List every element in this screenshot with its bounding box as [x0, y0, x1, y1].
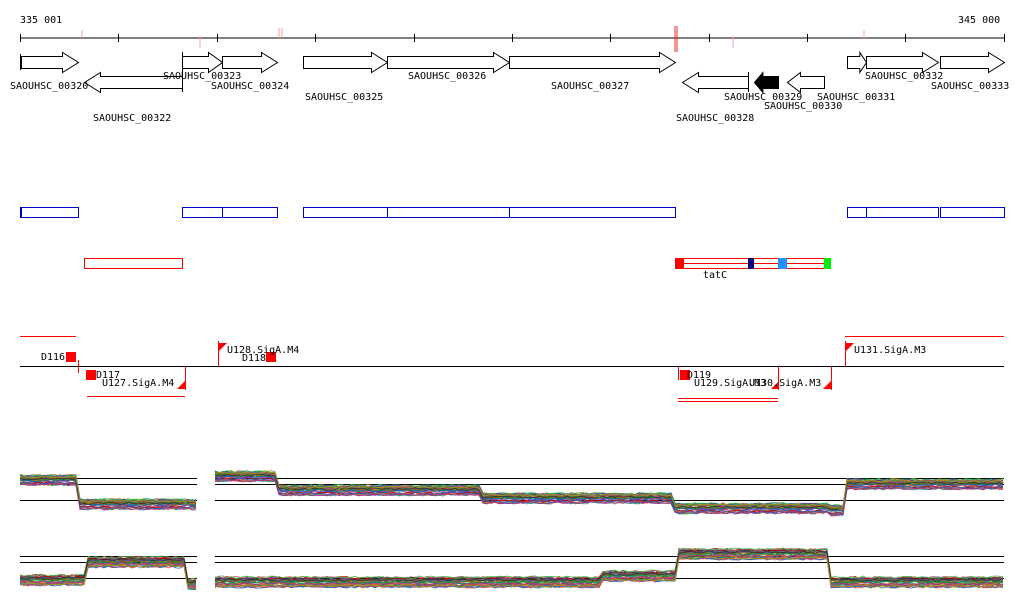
marker-d119[interactable] — [680, 370, 690, 380]
profile-line — [214, 472, 1004, 510]
profile-line — [19, 477, 197, 505]
profile-line — [19, 481, 197, 510]
gene-arrow-00328[interactable] — [681, 71, 749, 94]
feature-label-tatc[interactable]: tatC — [703, 270, 728, 281]
expression-profile-bottom — [19, 547, 1004, 591]
gene-label-00323[interactable]: SAOUHSC_00323 — [163, 71, 242, 82]
ruler-ticks — [20, 34, 1005, 42]
region-label-u127[interactable]: U127.SigA.M4 — [102, 378, 175, 389]
gene-arrow-00333[interactable] — [940, 51, 1006, 74]
promoter-u129[interactable] — [823, 381, 831, 389]
marker-d116[interactable] — [66, 352, 76, 362]
profile-line — [214, 479, 1003, 517]
tatc-domain-light-blue — [778, 258, 787, 269]
feature-box-left[interactable] — [84, 258, 183, 269]
gene-arrow-00323[interactable] — [182, 51, 224, 74]
feature-track — [84, 258, 831, 269]
region-label-u128[interactable]: U128.SigA.M4 — [227, 345, 300, 356]
operon-box[interactable] — [182, 207, 278, 218]
tatc-domain-red — [675, 258, 684, 269]
gene-arrow-00327[interactable] — [509, 51, 677, 74]
region-label-d117[interactable]: D117 — [96, 370, 121, 381]
operon-box[interactable] — [20, 207, 79, 218]
marker-d118[interactable] — [266, 352, 276, 362]
gene-label-00332[interactable]: SAOUHSC_00332 — [865, 71, 944, 82]
gene-arrow-00322[interactable] — [83, 71, 183, 94]
profile-line — [214, 556, 1004, 588]
profile-line — [214, 554, 1004, 586]
region-label-u130[interactable]: U130.SigA.M3 — [749, 378, 822, 389]
promoter-u130[interactable] — [771, 382, 778, 389]
gene-label-00333[interactable]: SAOUHSC_00333 — [931, 81, 1010, 92]
profile-line — [214, 547, 1004, 579]
gene-arrow-00325[interactable] — [303, 51, 389, 74]
gene-label-00322[interactable]: SAOUHSC_00322 — [93, 113, 172, 124]
profile-line — [19, 558, 197, 583]
profile-line — [214, 557, 1004, 589]
gene-label-00325[interactable]: SAOUHSC_00325 — [305, 92, 384, 103]
promoter-u131[interactable] — [846, 343, 854, 351]
profile-line — [20, 564, 197, 589]
ruler-start-label: 335 001 — [20, 15, 63, 26]
region-label-d119[interactable]: D119 — [687, 370, 712, 381]
gene-label-00330[interactable]: SAOUHSC_00330 — [764, 101, 843, 112]
ruler-markers — [81, 28, 865, 48]
region-label-u129[interactable]: U129.SigA.M3 — [694, 378, 767, 389]
gene-arrow-00326[interactable] — [387, 51, 511, 74]
gene-arrow-00332[interactable] — [866, 51, 940, 74]
region-label-u131[interactable]: U131.SigA.M3 — [854, 345, 927, 356]
profile-line — [19, 475, 197, 503]
tatc-domain-green — [824, 258, 831, 269]
profile-line — [214, 474, 1004, 512]
region-label-d118[interactable]: D118 — [242, 353, 267, 364]
profile-line — [19, 555, 197, 580]
gene-label-00328[interactable]: SAOUHSC_00328 — [676, 113, 755, 124]
gene-arrow-00324[interactable] — [222, 51, 279, 74]
profile-line — [19, 483, 197, 511]
gene-label-00327[interactable]: SAOUHSC_00327 — [551, 81, 630, 92]
transcript-track — [20, 336, 1004, 402]
promoter-u127[interactable] — [177, 381, 185, 389]
gene-arrow-00331[interactable] — [847, 50, 868, 75]
gene-label-00320[interactable]: SAOUHSC_00320 — [10, 81, 89, 92]
gene-label-00326[interactable]: SAOUHSC_00326 — [408, 71, 487, 82]
expression-profile-top — [19, 469, 1004, 517]
operon-track — [20, 207, 1005, 218]
gene-arrow-00320[interactable] — [21, 51, 80, 74]
profile-line — [19, 557, 197, 583]
operon-box[interactable] — [303, 207, 676, 218]
promoter-u128[interactable] — [219, 343, 227, 351]
operon-box[interactable] — [847, 207, 939, 218]
profile-line — [19, 562, 197, 588]
operon-box[interactable] — [940, 207, 1005, 218]
tatc-domain-dark-blue — [748, 258, 754, 269]
profile-line — [214, 471, 1004, 509]
profile-line — [214, 474, 1004, 511]
profile-line — [19, 560, 197, 585]
gene-label-00331[interactable]: SAOUHSC_00331 — [817, 92, 896, 103]
gene-arrow-00330[interactable] — [786, 71, 825, 94]
gene-label-00329[interactable]: SAOUHSC_00329 — [724, 92, 803, 103]
ruler-end-label: 345 000 — [958, 15, 1001, 26]
region-label-d116[interactable]: D116 — [41, 352, 66, 363]
gene-arrows-track — [20, 50, 1006, 94]
marker-d117[interactable] — [86, 370, 96, 380]
ruler-marker-strong — [674, 26, 678, 52]
gene-label-00324[interactable]: SAOUHSC_00324 — [211, 81, 290, 92]
coordinate-ruler — [20, 26, 1005, 52]
profile-line — [19, 482, 197, 510]
profile-line — [215, 550, 1004, 582]
gene-arrow-00329[interactable] — [753, 71, 779, 94]
